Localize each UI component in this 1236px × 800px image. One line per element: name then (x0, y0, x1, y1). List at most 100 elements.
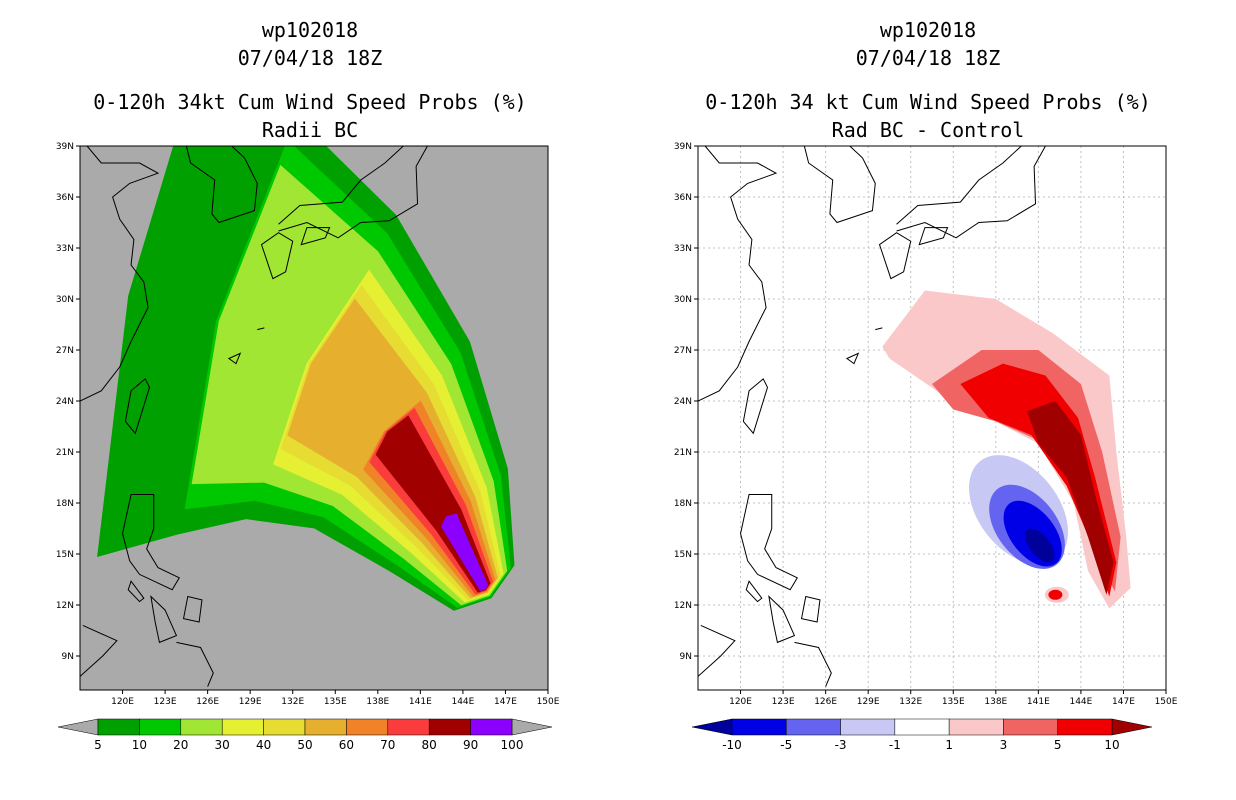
y-tick-label: 9N (680, 652, 692, 662)
colorbar-label: 40 (256, 738, 271, 752)
right-title-line4: Rad BC - Control (831, 118, 1025, 142)
colorbar-high-arrow (1111, 718, 1153, 736)
coastline (278, 146, 428, 239)
y-tick-label: 36N (56, 193, 74, 203)
y-tick-label: 27N (56, 346, 74, 356)
colorbar-swatch (304, 718, 347, 736)
y-tick-label: 30N (674, 295, 692, 305)
coastline (124, 378, 151, 435)
coastline (896, 146, 1046, 239)
coastline (227, 352, 242, 365)
coastline (742, 378, 769, 435)
coastline (300, 227, 331, 246)
coastline (698, 146, 778, 402)
y-tick-label: 30N (56, 295, 74, 305)
colorbar-label: 70 (380, 738, 395, 752)
coastline (80, 624, 118, 677)
colorbar: -10 -5 -3 -1 1 3 5 10 (691, 718, 1153, 752)
right-difference-map: 120E 123E 126E 129E 132E 135E 138E 141E 144E 147E… (674, 142, 1178, 752)
coastline (740, 494, 798, 591)
coastline (176, 641, 214, 687)
coastline (185, 146, 258, 224)
left-title-line1: wp102018 (261, 18, 359, 42)
x-tick-label: 132E (899, 697, 922, 707)
colorbar-label: 5 (1054, 738, 1062, 752)
y-tick-label: 18N (674, 499, 692, 509)
left-title-line3: 0-120h 34kt Cum Wind Speed Probs (%) (93, 90, 527, 114)
colorbar-swatch (731, 718, 787, 736)
colorbar-swatch (1003, 718, 1058, 736)
y-tick-label: 27N (674, 346, 692, 356)
y-tick-label: 36N (674, 193, 692, 203)
colorbar-low-arrow (57, 718, 99, 736)
x-tick-label: 144E (1069, 697, 1092, 707)
coastline (260, 232, 294, 280)
y-tick-label: 33N (674, 244, 692, 254)
colorbar-label: 20 (173, 738, 188, 752)
y-tick-label: 12N (56, 601, 74, 611)
colorbar-swatch (139, 718, 182, 736)
y-tick-label: 15N (56, 550, 74, 560)
colorbar-swatch (221, 718, 264, 736)
x-tick-label: 135E (942, 697, 965, 707)
colorbar-label: 3 (1000, 738, 1008, 752)
colorbar-label: -10 (722, 738, 742, 752)
colorbar-label: 90 (463, 738, 478, 752)
x-tick-label: 147E (494, 697, 517, 707)
colorbar-label: 50 (297, 738, 312, 752)
map-field-layer (80, 146, 515, 687)
x-tick-label: 138E (984, 697, 1007, 707)
y-tick-label: 33N (56, 244, 74, 254)
colorbar-swatch (948, 718, 1004, 736)
y-tick-label: 39N (56, 142, 74, 152)
colorbar: 5 10 20 30 40 50 60 70 80 90 100 (57, 718, 553, 752)
coastline (80, 146, 160, 402)
map-frame (697, 145, 1167, 691)
colorbar-swatch (180, 718, 223, 736)
probability-contour-90 (441, 513, 489, 591)
y-tick-label: 24N (674, 397, 692, 407)
x-tick-label: 123E (772, 697, 795, 707)
x-tick-label: 135E (324, 697, 347, 707)
colorbar-swatch (97, 718, 140, 736)
colorbar-low-arrow (691, 718, 733, 736)
x-tick-label: 129E (857, 697, 880, 707)
x-tick-label: 147E (1112, 697, 1135, 707)
coastline (794, 641, 832, 687)
x-tick-label: 126E (814, 697, 837, 707)
map-field-layer (698, 146, 1166, 690)
y-tick-label: 15N (674, 550, 692, 560)
colorbar-label: 60 (339, 738, 354, 752)
x-tick-label: 132E (281, 697, 304, 707)
colorbar-label: 30 (215, 738, 230, 752)
coastline (896, 146, 1022, 225)
negative-difference--10 (1025, 528, 1055, 563)
x-tick-label: 150E (1155, 697, 1178, 707)
colorbar-swatch (346, 718, 389, 736)
x-tick-label: 138E (366, 697, 389, 707)
y-tick-label: 24N (56, 397, 74, 407)
colorbar-label: 100 (501, 738, 524, 752)
colorbar-label: -3 (835, 738, 847, 752)
colorbar-label: 10 (1104, 738, 1119, 752)
coastline (745, 580, 763, 603)
colorbar-swatch (263, 718, 306, 736)
coastline (878, 232, 912, 280)
colorbar-swatch (840, 718, 896, 736)
left-probability-map: 120E 123E 126E 129E 132E 135E 138E 141E 144E 147E… (56, 142, 560, 752)
positive-difference-1 (882, 290, 1131, 609)
right-title-line1: wp102018 (879, 18, 977, 42)
x-tick-label: 150E (537, 697, 560, 707)
colorbar-label: -5 (780, 738, 792, 752)
coastline (182, 595, 203, 623)
positive-difference-10 (1027, 401, 1114, 595)
x-tick-label: 141E (1027, 697, 1050, 707)
coastline (803, 146, 876, 224)
colorbar-swatch (894, 718, 950, 736)
coastline (768, 595, 796, 644)
coastline (150, 595, 178, 644)
coastline (845, 352, 860, 365)
x-tick-label: 144E (451, 697, 474, 707)
colorbar-swatch (786, 718, 841, 736)
positive-blob-inner (1048, 589, 1063, 600)
